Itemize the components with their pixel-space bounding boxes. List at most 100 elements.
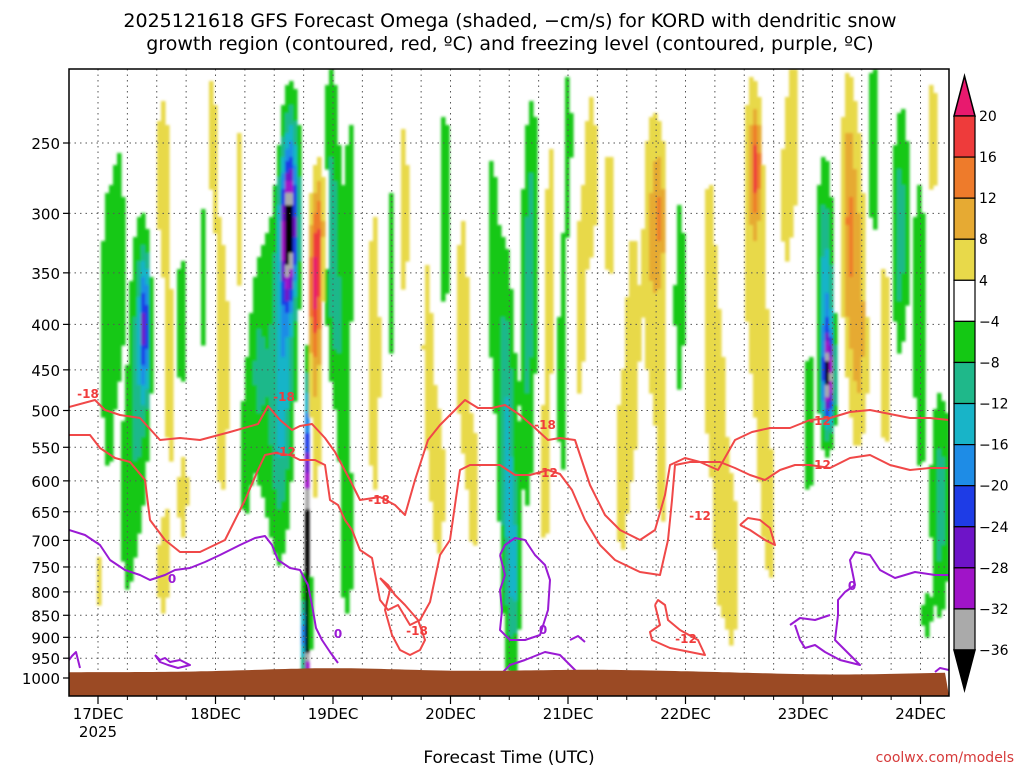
omega-cell	[277, 345, 282, 350]
omega-cell	[489, 293, 494, 298]
omega-cell	[501, 293, 506, 298]
omega-cell	[437, 477, 442, 482]
omega-cell	[149, 309, 154, 314]
omega-cell	[373, 301, 378, 306]
omega-cell	[497, 413, 502, 418]
omega-cell	[285, 205, 290, 210]
omega-cell	[261, 365, 266, 370]
omega-cell	[457, 249, 462, 254]
omega-cell	[433, 509, 438, 514]
omega-cell	[301, 609, 306, 614]
omega-cell	[209, 129, 214, 134]
omega-cell	[513, 485, 518, 490]
omega-cell	[473, 437, 478, 442]
omega-cell	[305, 633, 310, 638]
omega-cell	[105, 313, 110, 318]
omega-cell	[249, 461, 254, 466]
omega-cell	[221, 349, 226, 354]
omega-cell	[317, 165, 322, 170]
omega-cell	[433, 501, 438, 506]
omega-cell	[289, 277, 294, 282]
omega-cell	[169, 389, 174, 394]
omega-cell	[141, 481, 146, 486]
omega-cell	[269, 417, 274, 422]
omega-cell	[373, 349, 378, 354]
omega-cell	[145, 453, 150, 458]
omega-cell	[253, 469, 258, 474]
omega-cell	[373, 433, 378, 438]
omega-cell	[149, 361, 154, 366]
omega-cell	[313, 233, 318, 238]
omega-cell	[457, 265, 462, 270]
omega-cell	[137, 281, 142, 286]
omega-cell	[109, 237, 114, 242]
omega-cell	[513, 505, 518, 510]
omega-cell	[269, 433, 274, 438]
omega-cell	[325, 309, 330, 314]
omega-cell	[257, 417, 262, 422]
omega-cell	[333, 257, 338, 262]
omega-cell	[429, 313, 434, 318]
omega-cell	[497, 421, 502, 426]
omega-cell	[337, 193, 342, 198]
omega-cell	[497, 429, 502, 434]
omega-cell	[337, 409, 342, 414]
omega-cell	[293, 321, 298, 326]
omega-cell	[313, 185, 318, 190]
omega-cell	[509, 601, 514, 606]
omega-cell	[273, 297, 278, 302]
omega-cell	[209, 89, 214, 94]
omega-cell	[217, 305, 222, 310]
omega-cell	[313, 337, 318, 342]
omega-cell	[341, 565, 346, 570]
omega-cell	[341, 233, 346, 238]
omega-cell	[161, 257, 166, 262]
omega-cell	[525, 245, 530, 250]
omega-cell	[161, 553, 166, 558]
omega-cell	[309, 385, 314, 390]
omega-cell	[165, 241, 170, 246]
omega-cell	[141, 385, 146, 390]
omega-cell	[253, 397, 258, 402]
omega-cell	[257, 425, 262, 430]
omega-cell	[113, 185, 118, 190]
omega-cell	[305, 505, 310, 510]
omega-cell	[257, 269, 262, 274]
omega-cell	[349, 141, 354, 146]
omega-cell	[317, 329, 322, 334]
omega-cell	[293, 281, 298, 286]
omega-cell	[457, 301, 462, 306]
omega-cell	[273, 249, 278, 254]
omega-cell	[141, 469, 146, 474]
omega-cell	[157, 553, 162, 558]
omega-cell	[273, 229, 278, 234]
omega-cell	[405, 237, 410, 242]
omega-cell	[405, 225, 410, 230]
omega-cell	[441, 261, 446, 266]
omega-cell	[329, 101, 334, 106]
omega-cell	[465, 297, 470, 302]
omega-cell	[373, 257, 378, 262]
omega-cell	[285, 437, 290, 442]
omega-cell	[345, 385, 350, 390]
omega-cell	[105, 457, 110, 462]
omega-cell	[157, 549, 162, 554]
omega-cell	[505, 533, 510, 538]
omega-cell	[445, 145, 450, 150]
omega-cell	[165, 413, 170, 418]
omega-cell	[161, 125, 166, 130]
omega-cell	[313, 193, 318, 198]
omega-cell	[373, 361, 378, 366]
omega-cell	[277, 269, 282, 274]
omega-cell	[109, 405, 114, 410]
omega-cell	[305, 369, 310, 374]
omega-cell	[425, 377, 430, 382]
omega-cell	[349, 289, 354, 294]
omega-cell	[293, 245, 298, 250]
omega-cell	[265, 461, 270, 466]
omega-cell	[345, 181, 350, 186]
omega-cell	[273, 285, 278, 290]
omega-cell	[265, 501, 270, 506]
omega-cell	[129, 313, 134, 318]
omega-cell	[121, 505, 126, 510]
